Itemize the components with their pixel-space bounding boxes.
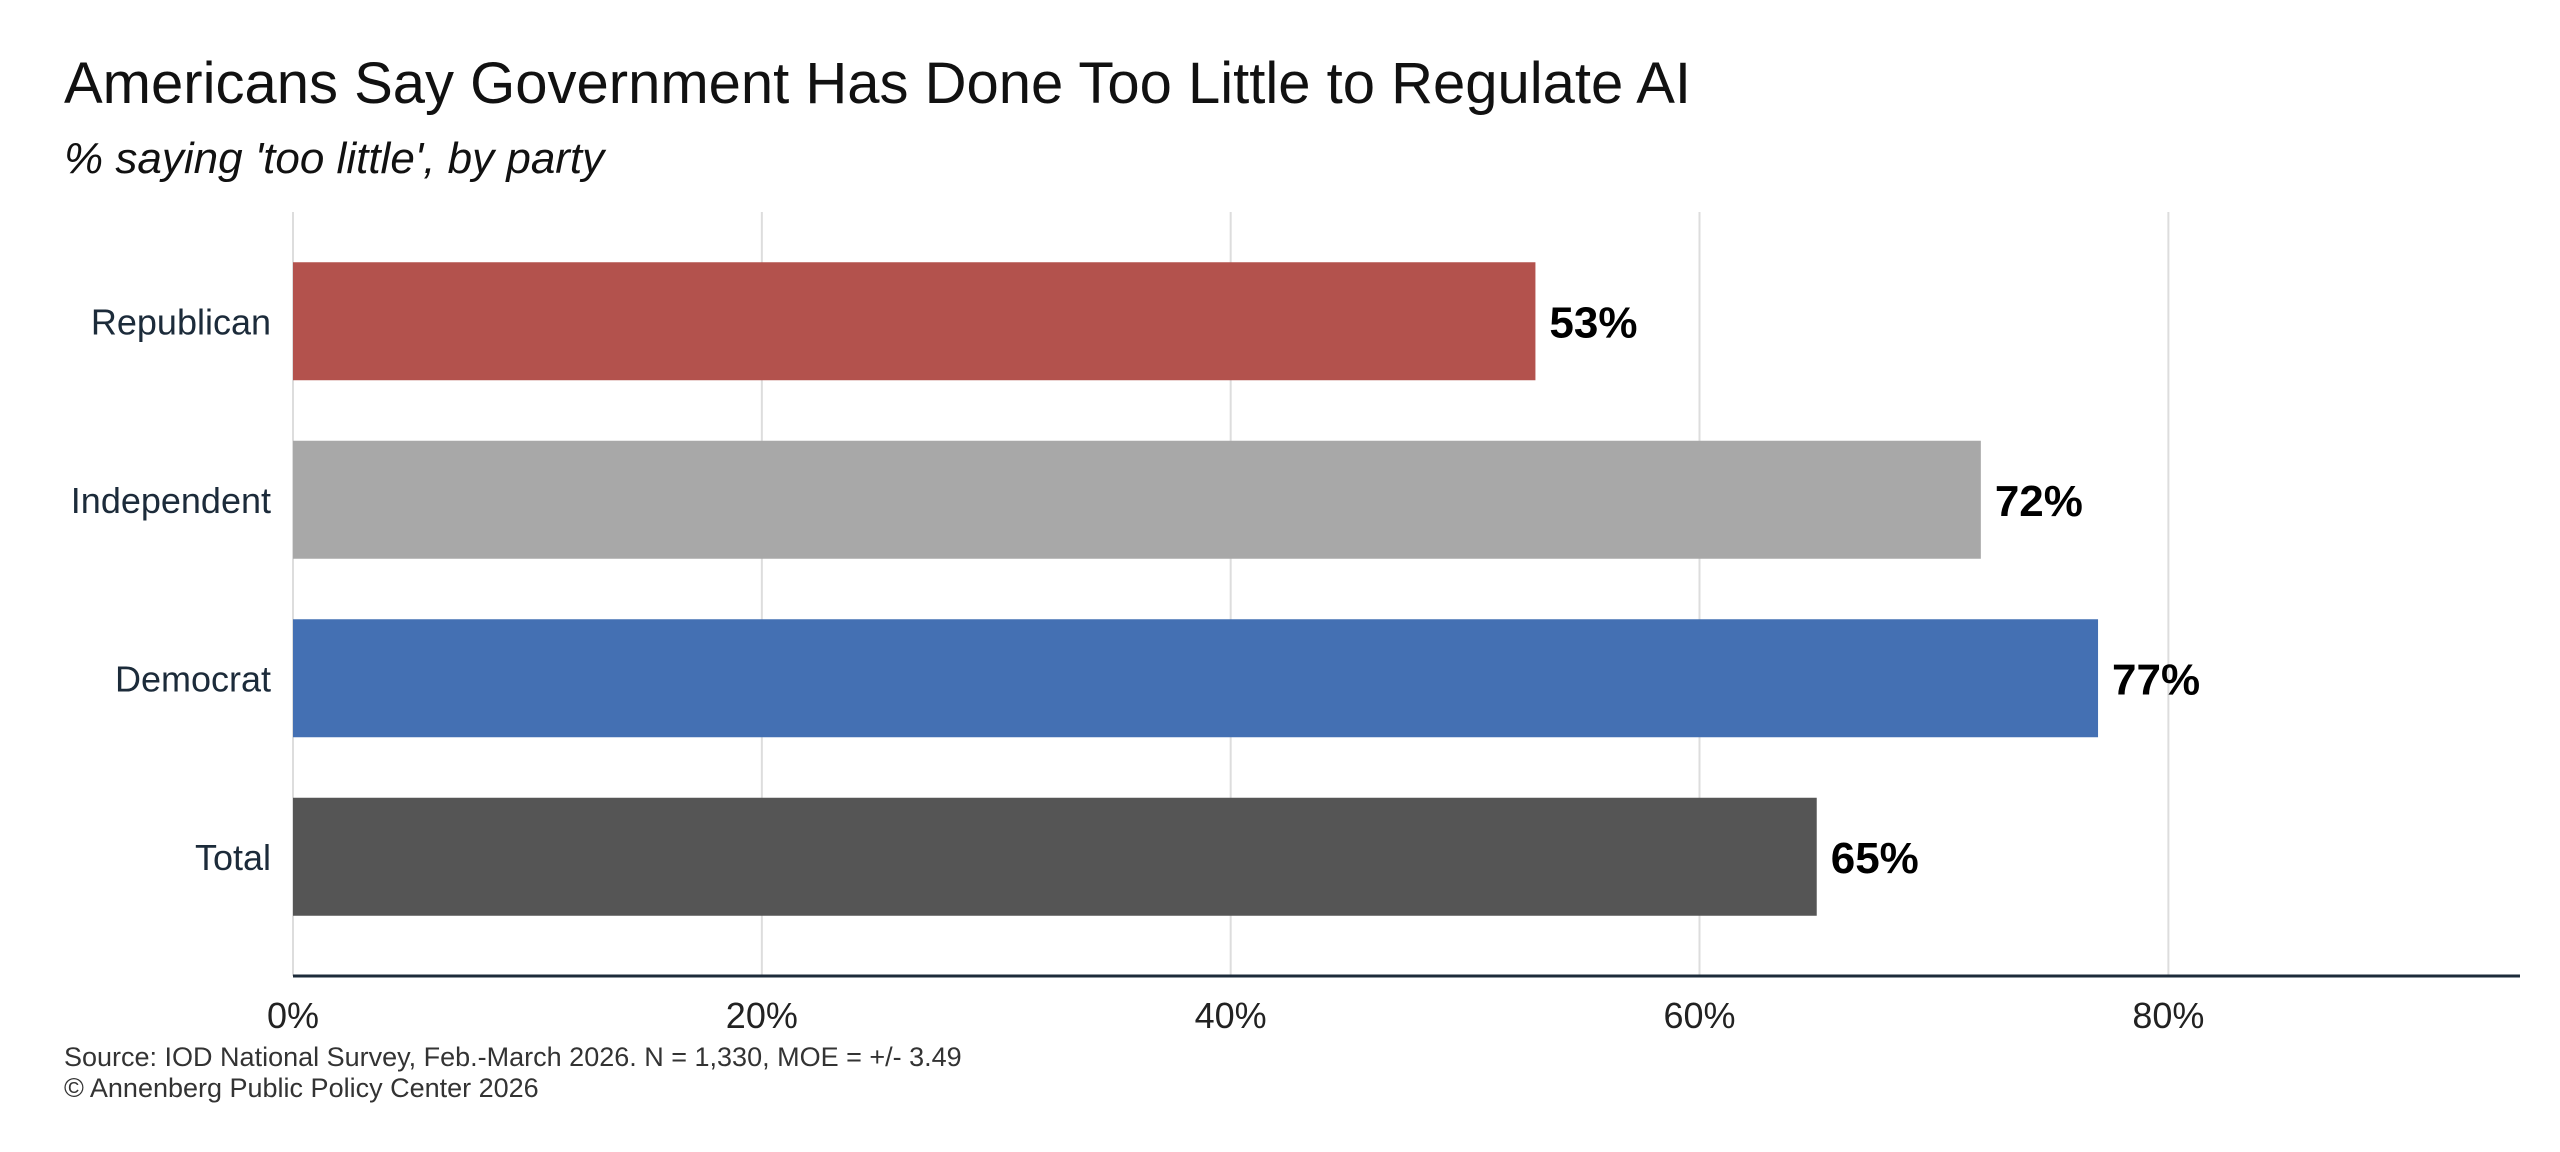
x-tick-labels: 0% 20% 40% 60% 80%: [267, 995, 2204, 1036]
x-tick-label: 80%: [2132, 995, 2204, 1036]
x-tick-label: 60%: [1663, 995, 1735, 1036]
data-labels: 53% 72% 77% 65%: [1549, 298, 2200, 883]
chart-title: Americans Say Government Has Done Too Li…: [64, 51, 1692, 116]
copyright-line: © Annenberg Public Policy Center 2026: [64, 1073, 539, 1103]
bars: [293, 262, 2099, 916]
source-note: Source: IOD National Survey, Feb.-March …: [64, 1042, 962, 1104]
data-label: 72%: [1995, 477, 2083, 526]
category-label: Total: [195, 837, 271, 878]
bar: [293, 262, 1536, 381]
bar: [293, 797, 1817, 916]
x-tick-label: 0%: [267, 995, 319, 1036]
chart-subtitle: % saying 'too little', by party: [64, 134, 605, 183]
bar: [293, 619, 2099, 738]
source-line: Source: IOD National Survey, Feb.-March …: [64, 1042, 962, 1072]
data-label: 77%: [2112, 655, 2200, 704]
data-label: 65%: [1831, 834, 1919, 883]
category-label: Republican: [91, 301, 271, 342]
category-label: Democrat: [115, 658, 271, 699]
x-tick-label: 20%: [726, 995, 798, 1036]
x-tick-label: 40%: [1195, 995, 1267, 1036]
category-label: Independent: [71, 480, 271, 521]
category-labels: Republican Independent Democrat Total: [71, 301, 271, 878]
data-label: 53%: [1549, 298, 1637, 347]
bar: [293, 440, 1981, 559]
